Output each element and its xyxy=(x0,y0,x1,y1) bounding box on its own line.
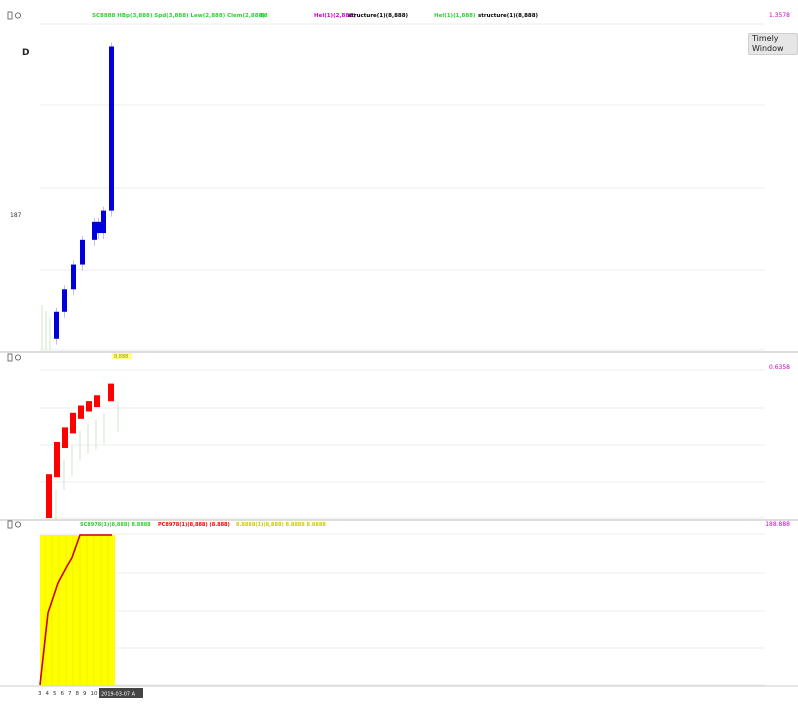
time-axis-label: 5 xyxy=(53,691,57,697)
indicator-tag xyxy=(112,353,132,359)
panel-separators xyxy=(0,351,798,521)
time-axis-label: 6 xyxy=(61,691,65,697)
price-bar[interactable] xyxy=(109,46,114,211)
price-scale-value: 1.3578 xyxy=(769,12,790,19)
settings-icon[interactable] xyxy=(14,354,21,361)
time-axis: 3 4 5 6 7 8 9 10 2019-03-07 A xyxy=(0,685,798,698)
time-axis-label: 4 xyxy=(46,691,50,697)
indicator-label: structure(1)(8,888) xyxy=(348,13,409,19)
indicator-bar[interactable] xyxy=(70,412,76,434)
time-axis-label: 10 xyxy=(91,691,98,697)
indicator-top-label: 8,888 xyxy=(114,354,128,360)
indicator-label: SC8978(1)(8,888) 8.8888 xyxy=(80,522,151,528)
indicator-label: 88 xyxy=(260,13,268,19)
price-bar[interactable] xyxy=(96,221,101,234)
settings-icon[interactable] xyxy=(14,521,21,528)
indicator-label: 8.8888(1)(8,888) 8.8888 8.8888 xyxy=(236,522,326,528)
main-price-panel[interactable] xyxy=(41,42,114,350)
indicator-labels: SC8888 HBp(3,888) Spd(3,888) Lew(2,888) … xyxy=(7,11,790,529)
indicator-bar[interactable] xyxy=(94,395,100,408)
gridlines xyxy=(40,23,765,686)
price-marker: 187 xyxy=(10,212,22,219)
time-axis-label: 7 xyxy=(68,691,72,697)
indicator-bar[interactable] xyxy=(108,383,114,402)
indicator-label: SC8888 HBp(3,888) Spd(3,888) Lew(2,888) … xyxy=(92,13,265,19)
price-bar[interactable] xyxy=(71,264,76,290)
settings-icon[interactable] xyxy=(14,12,21,19)
indicator-bar[interactable] xyxy=(62,427,68,448)
area-series-line[interactable] xyxy=(39,534,112,686)
price-bar[interactable] xyxy=(54,311,59,339)
timely-window-button[interactable]: Timely Window xyxy=(748,33,798,55)
indicator-value: 188.888 xyxy=(765,521,790,528)
indicator-label: Hel(1)(1,888) xyxy=(434,13,476,19)
price-bar[interactable] xyxy=(92,221,97,240)
price-bar[interactable] xyxy=(62,289,67,312)
price-bar[interactable] xyxy=(101,210,106,234)
period-badge[interactable]: D xyxy=(22,48,29,58)
indicator-label: structure(1)(8,888) xyxy=(478,13,539,19)
price-bar[interactable] xyxy=(80,239,85,265)
expand-icon[interactable] xyxy=(7,520,13,529)
indicator-bar[interactable] xyxy=(86,401,92,412)
time-axis-label: 3 xyxy=(38,691,42,697)
expand-icon[interactable] xyxy=(7,11,13,20)
crosshair-time-tag xyxy=(99,688,143,698)
indicator-bar[interactable] xyxy=(54,442,60,478)
indicator-bar[interactable] xyxy=(78,405,84,419)
indicator-panel-2[interactable] xyxy=(39,534,115,686)
indicator-label: PC8978(1)(8,888) (8.888) xyxy=(158,522,230,528)
crosshair-time-label: 2019-03-07 A xyxy=(101,692,136,698)
indicator-panel-1[interactable]: 8,888 xyxy=(46,353,132,520)
expand-icon[interactable] xyxy=(7,353,13,362)
time-axis-label: 9 xyxy=(83,691,87,697)
area-fill xyxy=(40,535,115,685)
indicator-value: 0.6358 xyxy=(769,364,790,371)
indicator-bar[interactable] xyxy=(46,474,52,518)
indicator-label: Hel(1)(2,888) xyxy=(314,13,356,19)
time-axis-label: 8 xyxy=(76,691,80,697)
